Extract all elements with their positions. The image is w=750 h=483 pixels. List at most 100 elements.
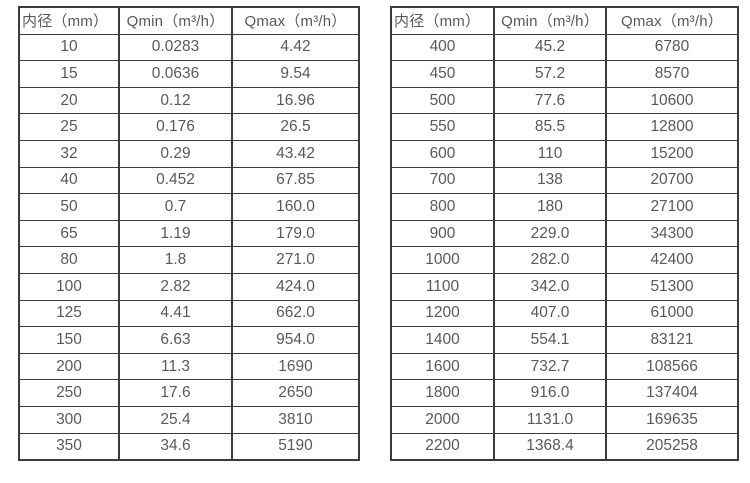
table-cell: 85.5 — [493, 113, 607, 141]
table-cell: 0.176 — [118, 113, 233, 141]
table-cell: 179.0 — [231, 219, 360, 248]
table-row: 500 77.6 10600 — [390, 86, 739, 115]
table-cell: 954.0 — [231, 326, 360, 354]
table-row: 32 0.29 43.42 — [18, 139, 360, 168]
table-cell: 250 — [18, 379, 120, 407]
table-cell: 57.2 — [493, 60, 607, 88]
table-body: 10 0.0283 4.42 15 0.0636 9.54 20 0.12 16.96 25 0.1… — [18, 33, 360, 461]
table-cell: 1000 — [390, 246, 495, 274]
header-diameter: 内径（mm） — [390, 6, 495, 35]
table-row: 900 229.0 34300 — [390, 219, 739, 248]
header-qmin: Qmin（m³/h） — [493, 6, 607, 35]
header-qmax: Qmax（m³/h） — [605, 6, 739, 35]
table-cell: 800 — [390, 193, 495, 221]
table-cell: 50 — [18, 193, 120, 221]
table-cell: 6.63 — [118, 326, 233, 354]
table-cell: 0.12 — [118, 86, 233, 115]
table-row: 20 0.12 16.96 — [18, 86, 360, 115]
table-cell: 1.19 — [118, 219, 233, 248]
table-cell: 600 — [390, 139, 495, 168]
table-cell: 108566 — [605, 352, 739, 381]
table-cell: 150 — [18, 326, 120, 354]
table-cell: 700 — [390, 166, 495, 195]
table-cell: 43.42 — [231, 139, 360, 168]
table-cell: 8570 — [605, 60, 739, 88]
table-cell: 205258 — [605, 432, 739, 461]
table-cell: 1400 — [390, 326, 495, 354]
table-cell: 100 — [18, 272, 120, 301]
table-cell: 400 — [390, 33, 495, 62]
table-row: 15 0.0636 9.54 — [18, 60, 360, 88]
table-row: 2200 1368.4 205258 — [390, 432, 739, 461]
table-cell: 2200 — [390, 432, 495, 461]
table-cell: 25 — [18, 113, 120, 141]
table-cell: 12800 — [605, 113, 739, 141]
table-cell: 26.5 — [231, 113, 360, 141]
table-cell: 15200 — [605, 139, 739, 168]
table-cell: 2650 — [231, 379, 360, 407]
flow-tables-container: 内径（mm） Qmin（m³/h） Qmax（m³/h） 10 0.0283 4.4… — [18, 6, 739, 462]
table-cell: 110 — [493, 139, 607, 168]
table-row: 350 34.6 5190 — [18, 432, 360, 461]
table-cell: 61000 — [605, 299, 739, 328]
table-cell: 1100 — [390, 272, 495, 301]
table-cell: 342.0 — [493, 272, 607, 301]
table-cell: 125 — [18, 299, 120, 328]
table-cell: 300 — [18, 405, 120, 434]
table-cell: 450 — [390, 60, 495, 88]
table-cell: 0.0636 — [118, 60, 233, 88]
table-cell: 229.0 — [493, 219, 607, 248]
table-cell: 282.0 — [493, 246, 607, 274]
table-row: 200 11.3 1690 — [18, 352, 360, 381]
table-row: 1600 732.7 108566 — [390, 352, 739, 381]
table-cell: 424.0 — [231, 272, 360, 301]
table-cell: 732.7 — [493, 352, 607, 381]
table-cell: 11.3 — [118, 352, 233, 381]
table-cell: 500 — [390, 86, 495, 115]
table-cell: 16.96 — [231, 86, 360, 115]
table-header: 内径（mm） Qmin（m³/h） Qmax（m³/h） — [390, 6, 739, 35]
header-diameter: 内径（mm） — [18, 6, 120, 35]
table-cell: 20700 — [605, 166, 739, 195]
table-cell: 27100 — [605, 193, 739, 221]
header-qmax: Qmax（m³/h） — [231, 6, 360, 35]
header-row: 内径（mm） Qmin（m³/h） Qmax（m³/h） — [390, 6, 739, 35]
table-row: 1100 342.0 51300 — [390, 272, 739, 301]
table-cell: 83121 — [605, 326, 739, 354]
table-row: 400 45.2 6780 — [390, 33, 739, 62]
table-cell: 10 — [18, 33, 120, 62]
table-row: 550 85.5 12800 — [390, 113, 739, 141]
table-cell: 51300 — [605, 272, 739, 301]
table-row: 50 0.7 160.0 — [18, 193, 360, 221]
table-cell: 271.0 — [231, 246, 360, 274]
table-row: 65 1.19 179.0 — [18, 219, 360, 248]
table-cell: 9.54 — [231, 60, 360, 88]
table-cell: 5190 — [231, 432, 360, 461]
table-cell: 34.6 — [118, 432, 233, 461]
table-cell: 2000 — [390, 405, 495, 434]
table-cell: 77.6 — [493, 86, 607, 115]
table-row: 700 138 20700 — [390, 166, 739, 195]
table-row: 1800 916.0 137404 — [390, 379, 739, 407]
table-cell: 1600 — [390, 352, 495, 381]
table-cell: 1131.0 — [493, 405, 607, 434]
flow-table-right: 内径（mm） Qmin（m³/h） Qmax（m³/h） 400 45.2 6780… — [390, 6, 739, 462]
table-cell: 45.2 — [493, 33, 607, 62]
table-cell: 0.7 — [118, 193, 233, 221]
table-cell: 137404 — [605, 379, 739, 407]
table-cell: 407.0 — [493, 299, 607, 328]
table-cell: 3810 — [231, 405, 360, 434]
table-cell: 1.8 — [118, 246, 233, 274]
table-cell: 80 — [18, 246, 120, 274]
table-row: 1400 554.1 83121 — [390, 326, 739, 354]
table-row: 1200 407.0 61000 — [390, 299, 739, 328]
table-row: 600 110 15200 — [390, 139, 739, 168]
flow-table-left: 内径（mm） Qmin（m³/h） Qmax（m³/h） 10 0.0283 4.4… — [18, 6, 360, 462]
table-cell: 25.4 — [118, 405, 233, 434]
table-row: 2000 1131.0 169635 — [390, 405, 739, 434]
table-cell: 4.42 — [231, 33, 360, 62]
table-cell: 200 — [18, 352, 120, 381]
table-row: 800 180 27100 — [390, 193, 739, 221]
table-cell: 4.41 — [118, 299, 233, 328]
table-cell: 34300 — [605, 219, 739, 248]
